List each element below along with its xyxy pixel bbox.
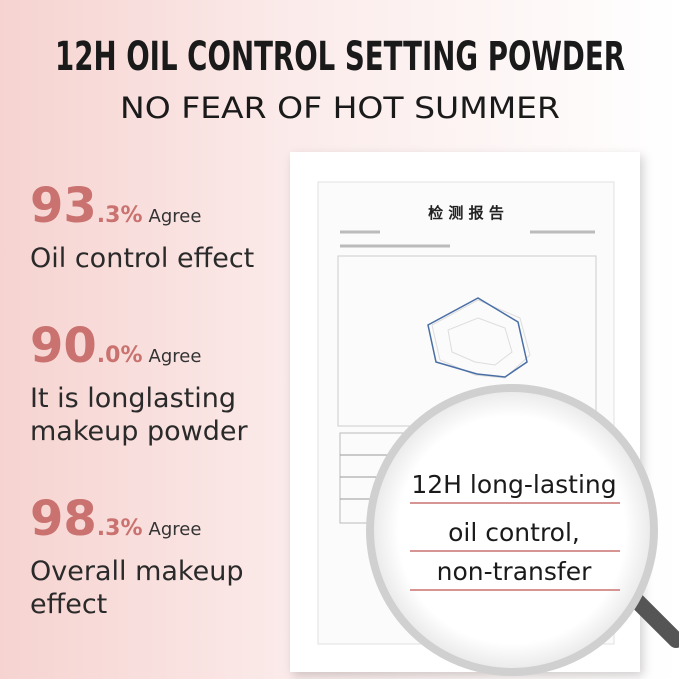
stat-decimal: .0% — [97, 343, 143, 368]
stat-whole: 98 — [30, 491, 97, 547]
stat-label: makeup powder — [30, 416, 248, 447]
stat-label: It is longlasting — [30, 383, 236, 414]
stat-percent: 93.3% Agree — [30, 178, 201, 234]
stat-percent: 90.0% Agree — [30, 318, 201, 374]
stat-label: Oil control effect — [30, 243, 254, 274]
magnifier-text: oil control, — [448, 518, 580, 547]
stat-agree: Agree — [149, 346, 202, 367]
magnifier-text: 12H long-lasting — [411, 470, 616, 499]
stat-whole: 93 — [30, 178, 97, 234]
stat-decimal: .3% — [97, 203, 143, 228]
stat-percent: 98.3% Agree — [30, 491, 201, 547]
stat-agree: Agree — [149, 206, 202, 227]
magnifier-text: non-transfer — [437, 557, 592, 586]
stat-label: Overall makeup — [30, 556, 243, 587]
stat-label: effect — [30, 589, 107, 620]
report-title: 检 测 报 告 — [428, 204, 504, 222]
title: 12H OIL CONTROL SETTING POWDER — [55, 34, 625, 80]
magnifier-lens — [366, 384, 658, 676]
stat-agree: Agree — [149, 519, 202, 540]
stat-decimal: .3% — [97, 516, 143, 541]
stat-whole: 90 — [30, 318, 97, 374]
subtitle: NO FEAR OF HOT SUMMER — [120, 91, 560, 125]
